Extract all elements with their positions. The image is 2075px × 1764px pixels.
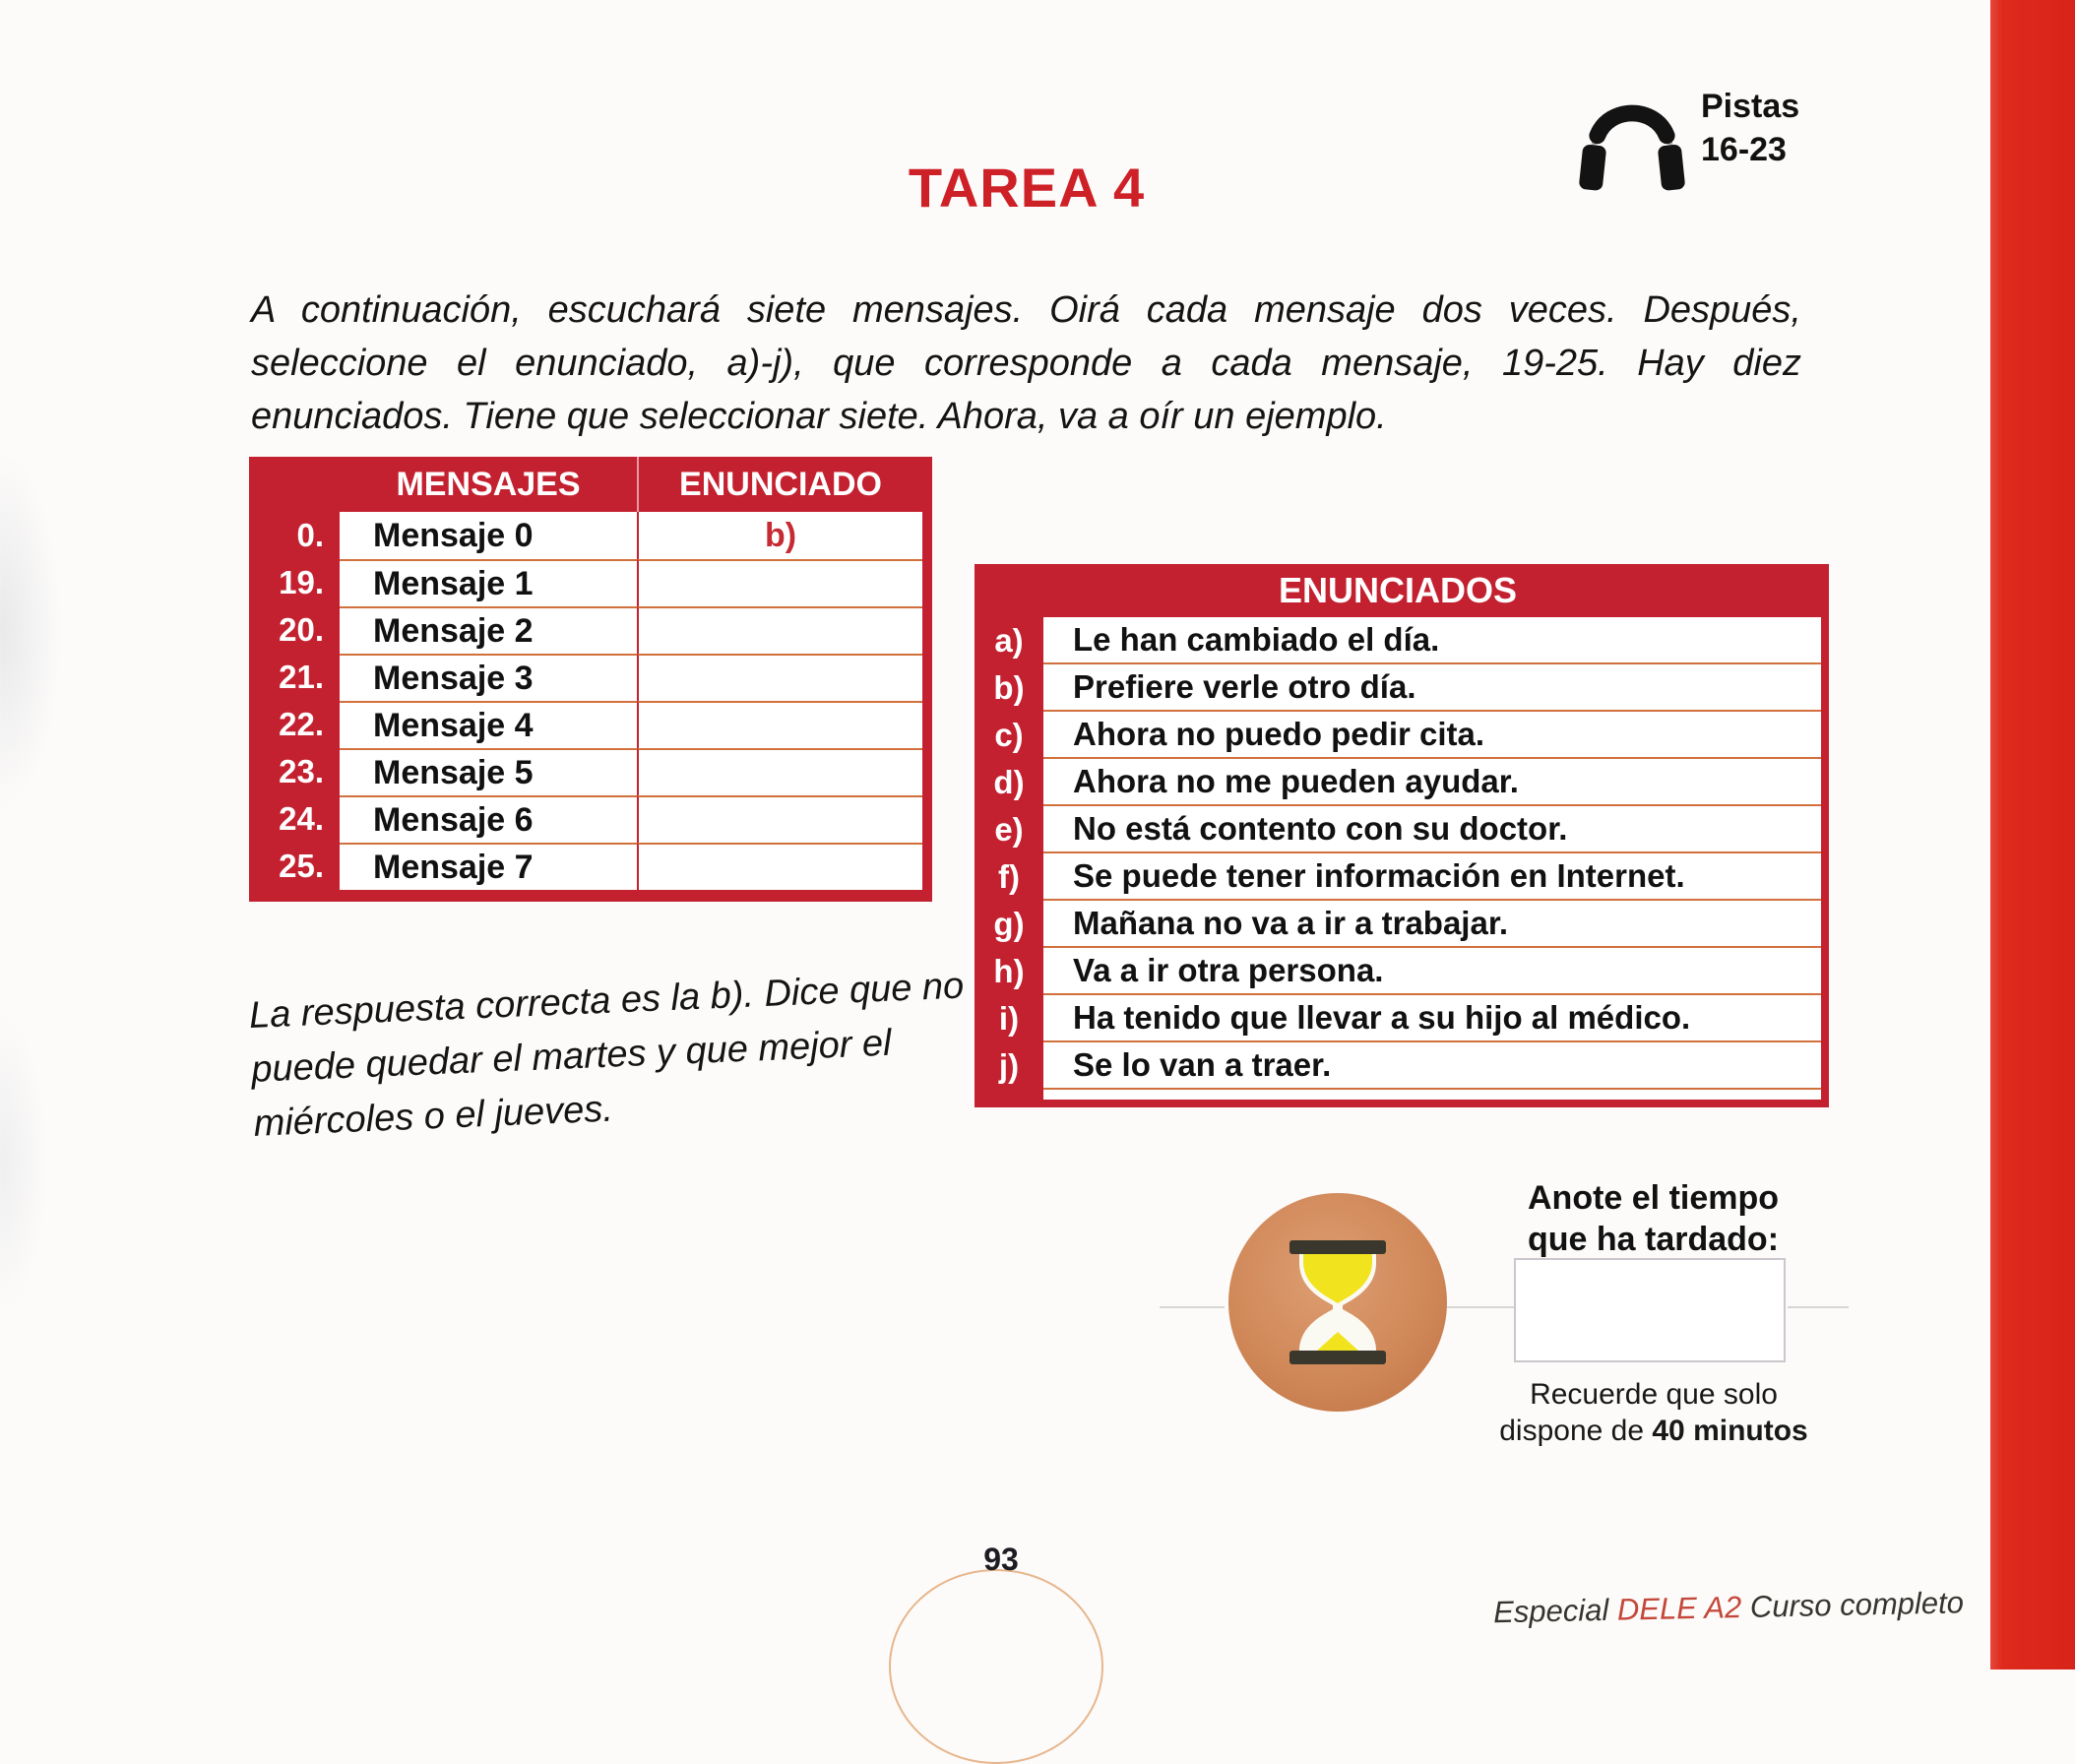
statement-letter: g) [993, 906, 1025, 942]
answer-cell[interactable] [637, 701, 922, 748]
statement-letter: b) [993, 669, 1025, 706]
messages-table-row: 21. Mensaje 3 [249, 654, 922, 701]
statement-letter: f) [998, 858, 1020, 895]
answer-cell[interactable] [637, 559, 922, 606]
statement-text: Va a ir otra persona. [1043, 948, 1821, 995]
timer-prompt: Anote el tiempo que ha tardado: [1528, 1177, 1779, 1260]
messages-table-rows: 0. Mensaje 0 b) 19. Mensaje 1 20. Mensaje 2 21.… [249, 512, 922, 890]
footer-prefix: Especial [1492, 1592, 1618, 1630]
message-number: 21. [279, 659, 324, 695]
timer-reminder-minutes: 40 minutos [1652, 1415, 1808, 1447]
messages-table-row: 25. Mensaje 7 [249, 843, 922, 890]
messages-column-header: MENSAJES [396, 465, 581, 503]
footer-suffix: Curso completo [1740, 1585, 1965, 1625]
messages-table-header: MENSAJES ENUNCIADO [249, 457, 922, 512]
statement-text: Ha tenido que llevar a su hijo al médico… [1043, 995, 1821, 1042]
timer-prompt-line2: que ha tardado: [1528, 1221, 1780, 1258]
divider-line [1160, 1306, 1225, 1308]
statements-table-rows: a) Le han cambiado el día. b) Prefiere verl… [975, 617, 1821, 1100]
messages-table-row: 19. Mensaje 1 [249, 559, 922, 606]
statements-table-row: h) Va a ir otra persona. [975, 948, 1821, 995]
statements-table-row: e) No está contento con su doctor. [975, 806, 1821, 853]
statements-table: ENUNCIADOS a) Le han cambiado el día. b) Pr… [975, 564, 1829, 1107]
message-number: 25. [279, 848, 324, 884]
statement-text: Mañana no va a ir a trabajar. [1043, 901, 1821, 948]
timer-reminder: Recuerde que solo dispone de 40 minutos [1457, 1376, 1851, 1449]
statement-text: Le han cambiado el día. [1043, 617, 1821, 664]
statement-letter: j) [998, 1047, 1020, 1084]
page-edge-red-bar [1990, 0, 2075, 1670]
statements-table-row: j) Se lo van a traer. [975, 1042, 1821, 1090]
footer-brand-highlight: DELE A2 [1616, 1590, 1742, 1627]
statement-column-header: ENUNCIADO [637, 457, 922, 512]
messages-table-row: 23. Mensaje 5 [249, 748, 922, 795]
message-label: Mensaje 0 [340, 512, 637, 559]
statements-table-row: g) Mañana no va a ir a trabajar. [975, 901, 1821, 948]
statement-letter: i) [998, 1000, 1020, 1037]
statement-text: Ahora no me pueden ayudar. [1043, 759, 1821, 806]
time-input-box[interactable] [1514, 1258, 1786, 1362]
answer-cell[interactable]: b) [637, 512, 922, 559]
statements-table-row: a) Le han cambiado el día. [975, 617, 1821, 664]
scanned-page: Pistas 16-23 TAREA 4 A continuación, esc… [0, 0, 2075, 1670]
message-label: Mensaje 3 [340, 654, 637, 701]
message-number: 19. [279, 564, 324, 600]
message-label: Mensaje 4 [340, 701, 637, 748]
messages-table-row: 22. Mensaje 4 [249, 701, 922, 748]
messages-table-row: 0. Mensaje 0 b) [249, 512, 922, 559]
statement-letter: h) [993, 953, 1025, 989]
statement-text: No está contento con su doctor. [1043, 806, 1821, 853]
page-number: 93 [983, 1542, 1019, 1577]
message-label: Mensaje 7 [340, 843, 637, 890]
message-label: Mensaje 1 [340, 559, 637, 606]
statement-letter: a) [994, 622, 1024, 659]
page-number-oval [889, 1569, 1103, 1764]
message-label: Mensaje 5 [340, 748, 637, 795]
book-footer: Especial DELE A2 Curso completo [1427, 1585, 1965, 1631]
audio-tracks-badge: Pistas 16-23 [1573, 65, 1799, 205]
message-label: Mensaje 6 [340, 795, 637, 843]
statement-text: Se lo van a traer. [1043, 1042, 1821, 1090]
statements-table-header: ENUNCIADOS [1278, 570, 1517, 610]
statements-table-row: f) Se puede tener información en Internet… [975, 853, 1821, 901]
answer-cell[interactable] [637, 795, 922, 843]
message-label: Mensaje 2 [340, 606, 637, 654]
statements-table-row: c) Ahora no puedo pedir cita. [975, 712, 1821, 759]
task-instructions: A continuación, escuchará siete mensajes… [251, 289, 1801, 437]
page-title: TAREA 4 [908, 157, 1146, 219]
statement-letter: e) [994, 811, 1024, 848]
timer-reminder-line2: dispone de [1499, 1415, 1653, 1447]
statement-text: Ahora no puedo pedir cita. [1043, 712, 1821, 759]
audio-tracks-label: Pistas [1701, 88, 1800, 125]
message-number: 23. [279, 753, 324, 789]
answer-cell[interactable] [637, 606, 922, 654]
messages-table-row: 20. Mensaje 2 [249, 606, 922, 654]
audio-tracks-range: 16-23 [1701, 131, 1787, 168]
messages-table: MENSAJES ENUNCIADO 0. Mensaje 0 b) 19. Mensa… [249, 457, 932, 902]
hourglass-badge [1225, 1189, 1451, 1416]
timer-prompt-line1: Anote el tiempo [1528, 1179, 1780, 1217]
statements-table-row: d) Ahora no me pueden ayudar. [975, 759, 1821, 806]
statements-table-row: b) Prefiere verle otro día. [975, 664, 1821, 712]
message-number: 20. [279, 611, 324, 648]
answer-cell[interactable] [637, 748, 922, 795]
statements-table-row: i) Ha tenido que llevar a su hijo al médi… [975, 995, 1821, 1042]
divider-line [1788, 1306, 1849, 1308]
divider-line [1447, 1306, 1514, 1308]
statement-text: Se puede tener información en Internet. [1043, 853, 1821, 901]
example-answer-note: La respuesta correcta es la b). Dice que… [248, 965, 965, 1145]
message-number: 24. [279, 800, 324, 837]
message-number: 22. [279, 706, 324, 742]
statement-letter: d) [993, 764, 1025, 800]
headphones-icon [1579, 104, 1685, 191]
statement-letter: c) [994, 717, 1024, 753]
messages-table-row: 24. Mensaje 6 [249, 795, 922, 843]
statement-text: Prefiere verle otro día. [1043, 664, 1821, 712]
timer-reminder-line1: Recuerde que solo [1530, 1378, 1778, 1411]
answer-cell[interactable] [637, 654, 922, 701]
hourglass-icon [1228, 1193, 1447, 1412]
answer-cell[interactable] [637, 843, 922, 890]
message-number: 0. [296, 517, 324, 553]
